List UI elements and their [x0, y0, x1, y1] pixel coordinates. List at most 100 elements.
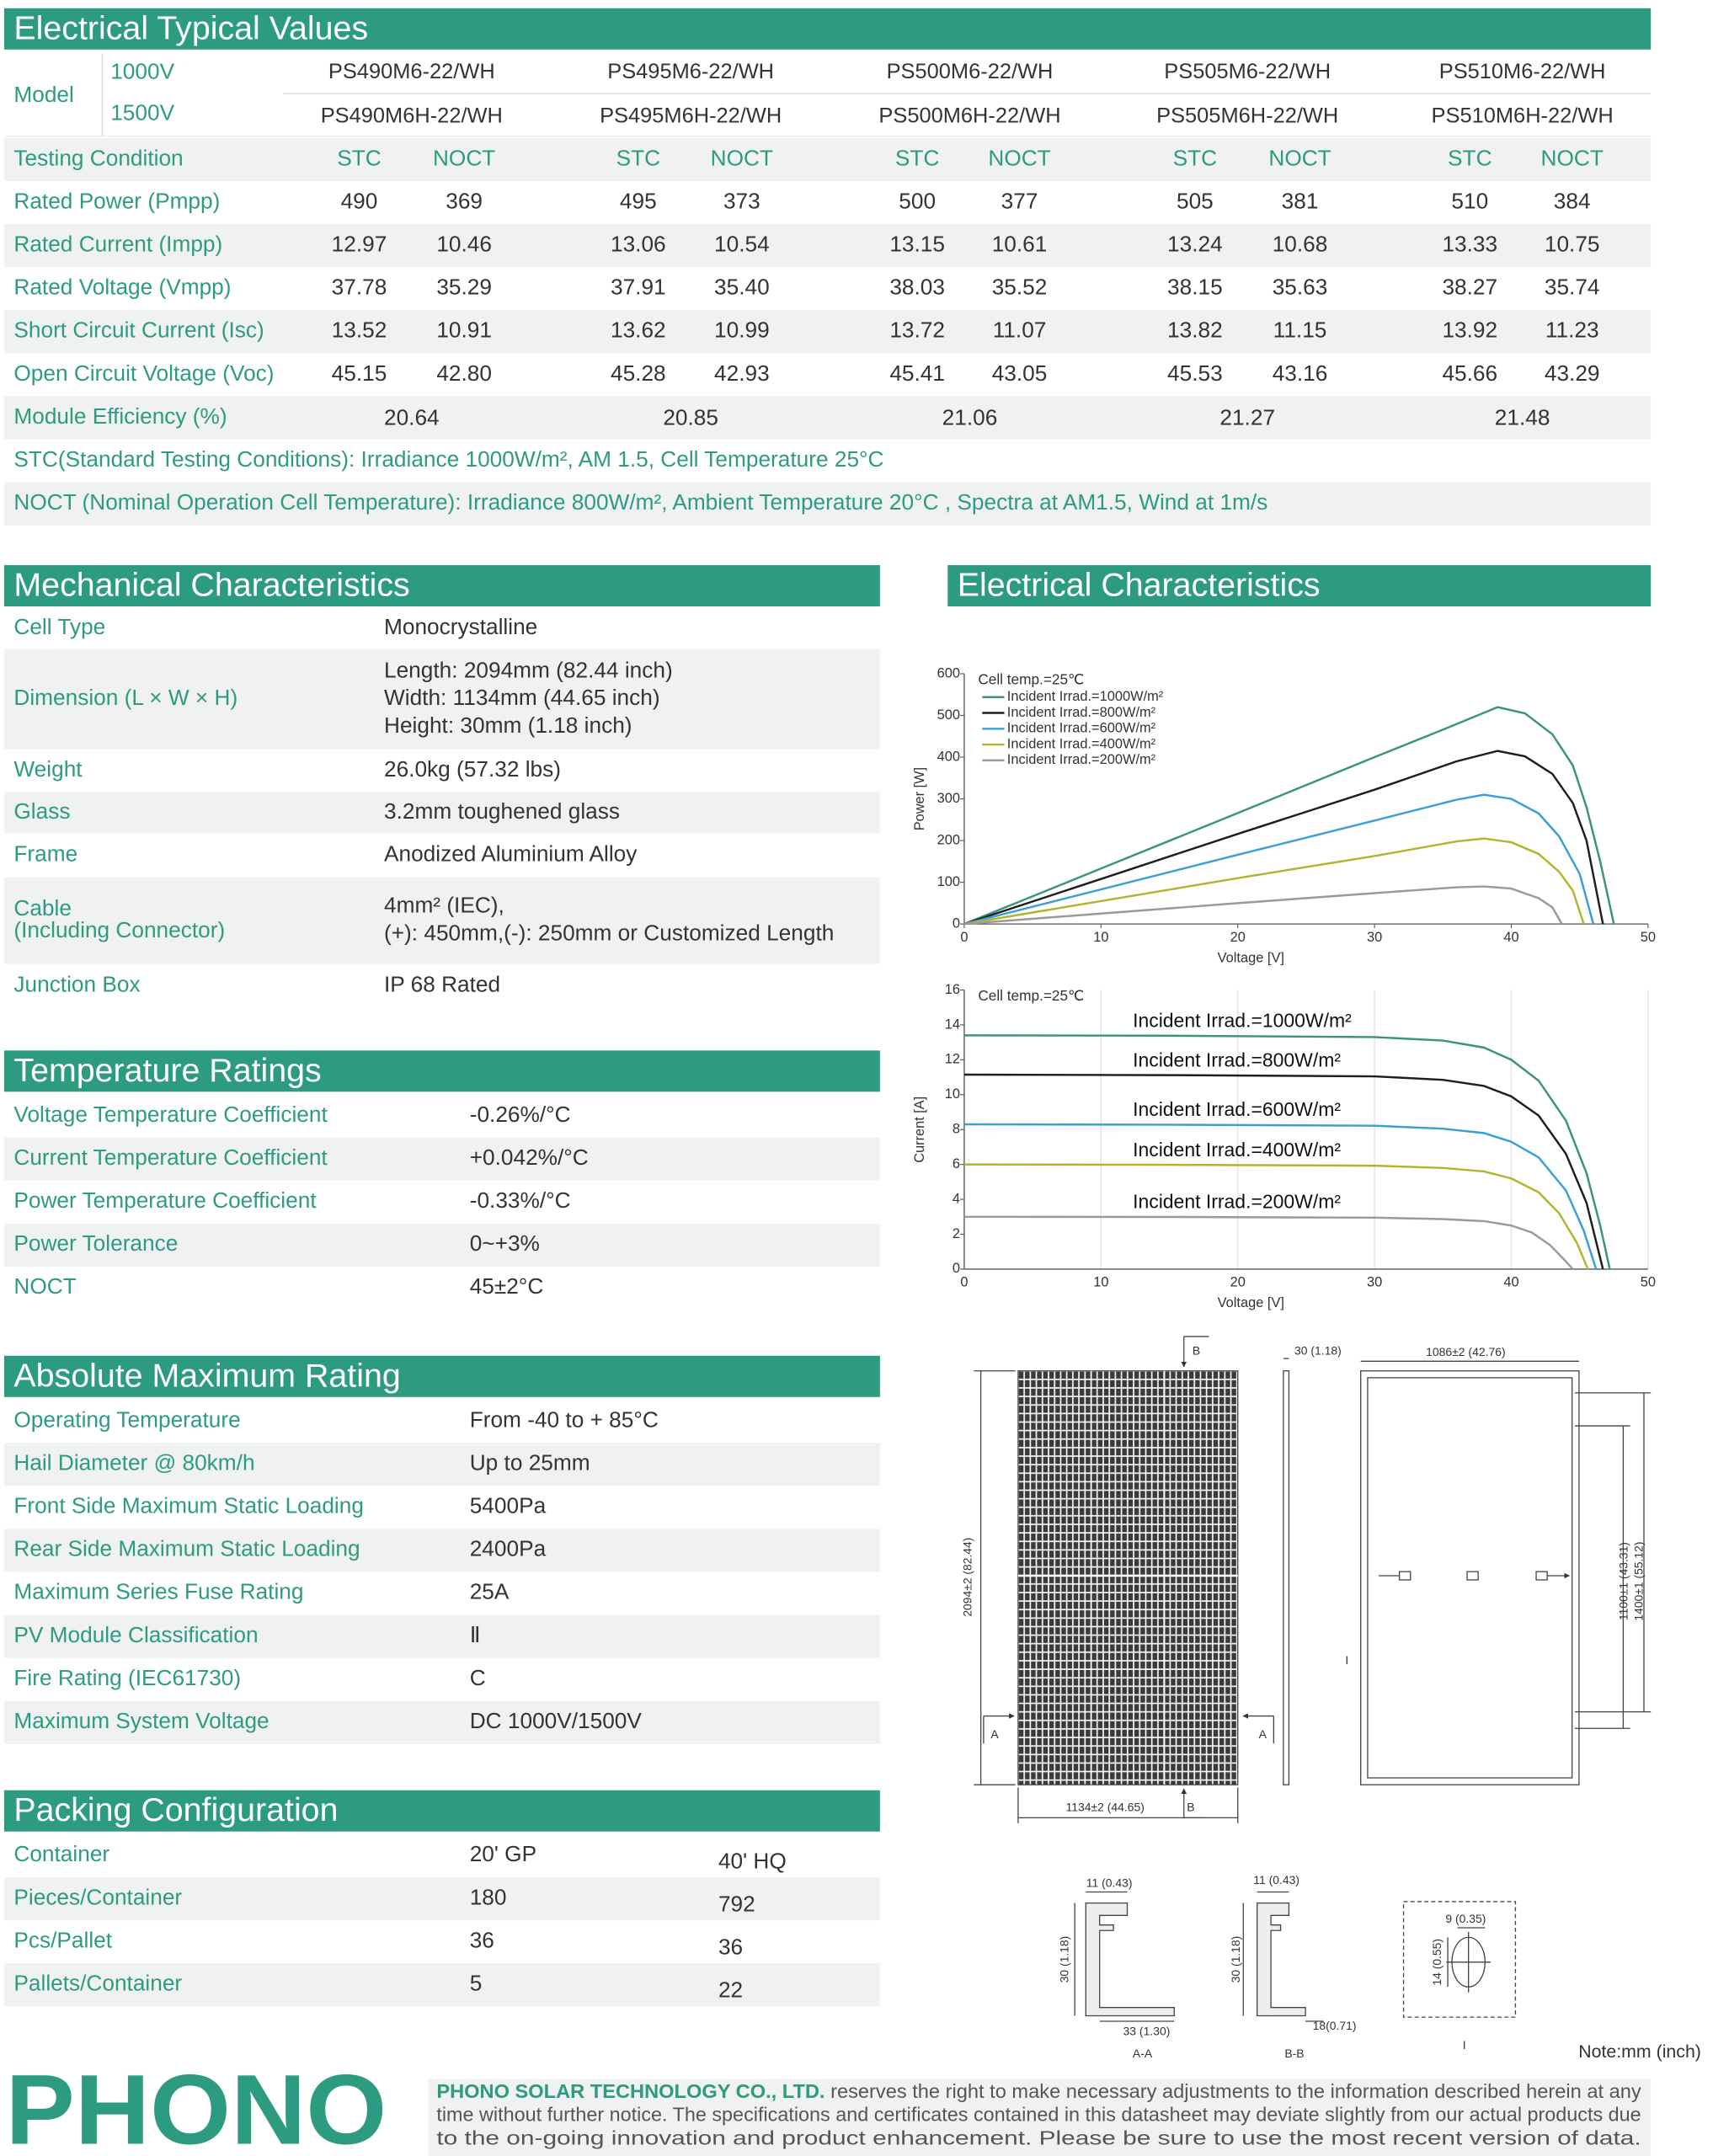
row-value: (+): 450mm,(-): 250mm or Customized Leng… — [384, 920, 834, 945]
dimension-label: 11 (0.43) — [1253, 1873, 1299, 1886]
dimension-label: 1100±1 (43.31) — [1617, 1542, 1630, 1620]
profile-aa — [1085, 1902, 1175, 2017]
curve — [963, 706, 1615, 926]
cell: 10.75 — [1545, 232, 1600, 257]
connector — [1535, 1571, 1548, 1581]
x-tick-label: 30 — [1367, 930, 1382, 945]
legend-label: Incident Irrad.=200W/m² — [1007, 752, 1156, 767]
cell: 43.05 — [992, 360, 1048, 386]
row-value: 26.0kg (57.32 lbs) — [384, 756, 561, 782]
cell: 38.15 — [1167, 275, 1223, 300]
y-tick-label: 500 — [937, 707, 960, 723]
row-shade — [3, 482, 1652, 526]
cell: 13.92 — [1442, 318, 1497, 343]
dimension-label: 14 (0.55) — [1430, 1939, 1444, 1986]
y-tick-label: 4 — [953, 1191, 960, 1206]
row-label: NOCT — [13, 1273, 76, 1299]
y-tick-label: 300 — [937, 791, 960, 806]
row-value: -0.26%/°C — [470, 1102, 571, 1127]
cell: 21.27 — [1219, 405, 1275, 430]
row-label: Open Circuit Voltage (Voc) — [13, 360, 274, 386]
cell: 42.93 — [714, 360, 770, 386]
y-tick-label: 0 — [953, 1261, 960, 1276]
x-tick-label: 0 — [960, 1275, 968, 1290]
profile-bb — [1257, 1902, 1306, 2017]
cell: 12.97 — [332, 232, 387, 257]
row-value: 0~+3% — [470, 1230, 540, 1256]
row-value: 25A — [470, 1579, 510, 1604]
row-label: Weight — [13, 756, 83, 782]
cell: 35.52 — [992, 275, 1048, 300]
cell: 13.06 — [611, 232, 666, 257]
row-label: Glass — [13, 798, 70, 824]
dim-line — [1242, 1891, 1324, 2022]
row-shade — [3, 1223, 880, 1267]
x-tick-label: 0 — [960, 930, 968, 945]
cell: 35.29 — [436, 275, 492, 300]
y-tick-label: 14 — [945, 1017, 960, 1032]
disclaimer-line: to the on-going innovation and product e… — [436, 2127, 1641, 2149]
dim-line — [1074, 1891, 1175, 2022]
dimension-label: I — [1463, 2038, 1466, 2052]
cell: 10.61 — [992, 232, 1048, 257]
row-label: Testing Condition — [13, 145, 183, 170]
x-tick-label: 40 — [1503, 1275, 1518, 1290]
curve — [963, 750, 1604, 926]
row-shade — [3, 877, 880, 964]
cell: 45.41 — [889, 360, 945, 386]
dimension-label: B — [1187, 1801, 1194, 1814]
cell: STC — [1448, 145, 1492, 170]
row-label: Rear Side Maximum Static Loading — [13, 1536, 360, 1561]
row-value: 3.2mm toughened glass — [384, 798, 620, 824]
section-title: Electrical Characteristics — [958, 567, 1321, 604]
note: NOCT (Nominal Operation Cell Temperature… — [13, 489, 1267, 515]
row-shade — [3, 648, 880, 750]
cell: 13.15 — [889, 232, 945, 257]
connector — [1398, 1571, 1411, 1581]
cell: 45.66 — [1442, 360, 1497, 386]
cell: STC — [895, 145, 939, 170]
x-axis-label: Voltage [V] — [1218, 950, 1284, 965]
cell: 13.33 — [1442, 232, 1497, 257]
row-label: PV Module Classification — [13, 1622, 258, 1647]
row-value: 45±2°C — [470, 1273, 544, 1299]
y-tick-label: 10 — [945, 1086, 960, 1102]
cell: 38.03 — [889, 275, 945, 300]
section-header — [3, 565, 880, 606]
panel-front — [1017, 1370, 1239, 1785]
row-label: Power Temperature Coefficient — [13, 1187, 317, 1213]
model-name: PS510M6-22/WH — [1439, 60, 1606, 83]
row-value: Length: 2094mm (82.44 inch) — [384, 658, 673, 683]
dimension-label: 30 (1.18) — [1229, 1936, 1242, 1983]
section-title: Absolute Maximum Rating — [13, 1357, 400, 1394]
row-value: Up to 25mm — [470, 1449, 590, 1475]
dimension-label: I — [1345, 1653, 1348, 1667]
y-tick-label: 200 — [937, 832, 960, 847]
panel-back — [1360, 1370, 1580, 1785]
curve-label: Incident Irrad.=600W/m² — [1133, 1098, 1341, 1120]
cell: NOCT — [1541, 145, 1604, 170]
x-tick-label: 50 — [1641, 930, 1656, 945]
dimension-label: 9 (0.35) — [1445, 1912, 1486, 1925]
cell: NOCT — [988, 145, 1050, 170]
cell: 37.91 — [611, 275, 666, 300]
cell: 35.74 — [1545, 275, 1600, 300]
curve-label: Incident Irrad.=1000W/m² — [1133, 1010, 1352, 1032]
row-value: Anodized Aluminium Alloy — [384, 841, 638, 866]
row-label: Pcs/Pallet — [13, 1927, 112, 1952]
cell: 377 — [1001, 188, 1038, 213]
row-label: Maximum System Voltage — [13, 1708, 269, 1733]
row-shade — [3, 310, 1652, 354]
y-tick-label: 600 — [937, 665, 960, 680]
row-label: Cell Type — [13, 614, 105, 639]
cell: 45.28 — [611, 360, 666, 386]
disclaimer-text: reserves the right to make necessary adj… — [825, 2080, 1642, 2102]
panel-back-inner — [1367, 1377, 1573, 1779]
junction-box — [1466, 1571, 1479, 1581]
row-label: Container — [13, 1841, 109, 1866]
model-name: PS495M6-22/WH — [607, 60, 774, 83]
cell: 490 — [341, 188, 378, 213]
y-tick-label: 100 — [937, 874, 960, 889]
